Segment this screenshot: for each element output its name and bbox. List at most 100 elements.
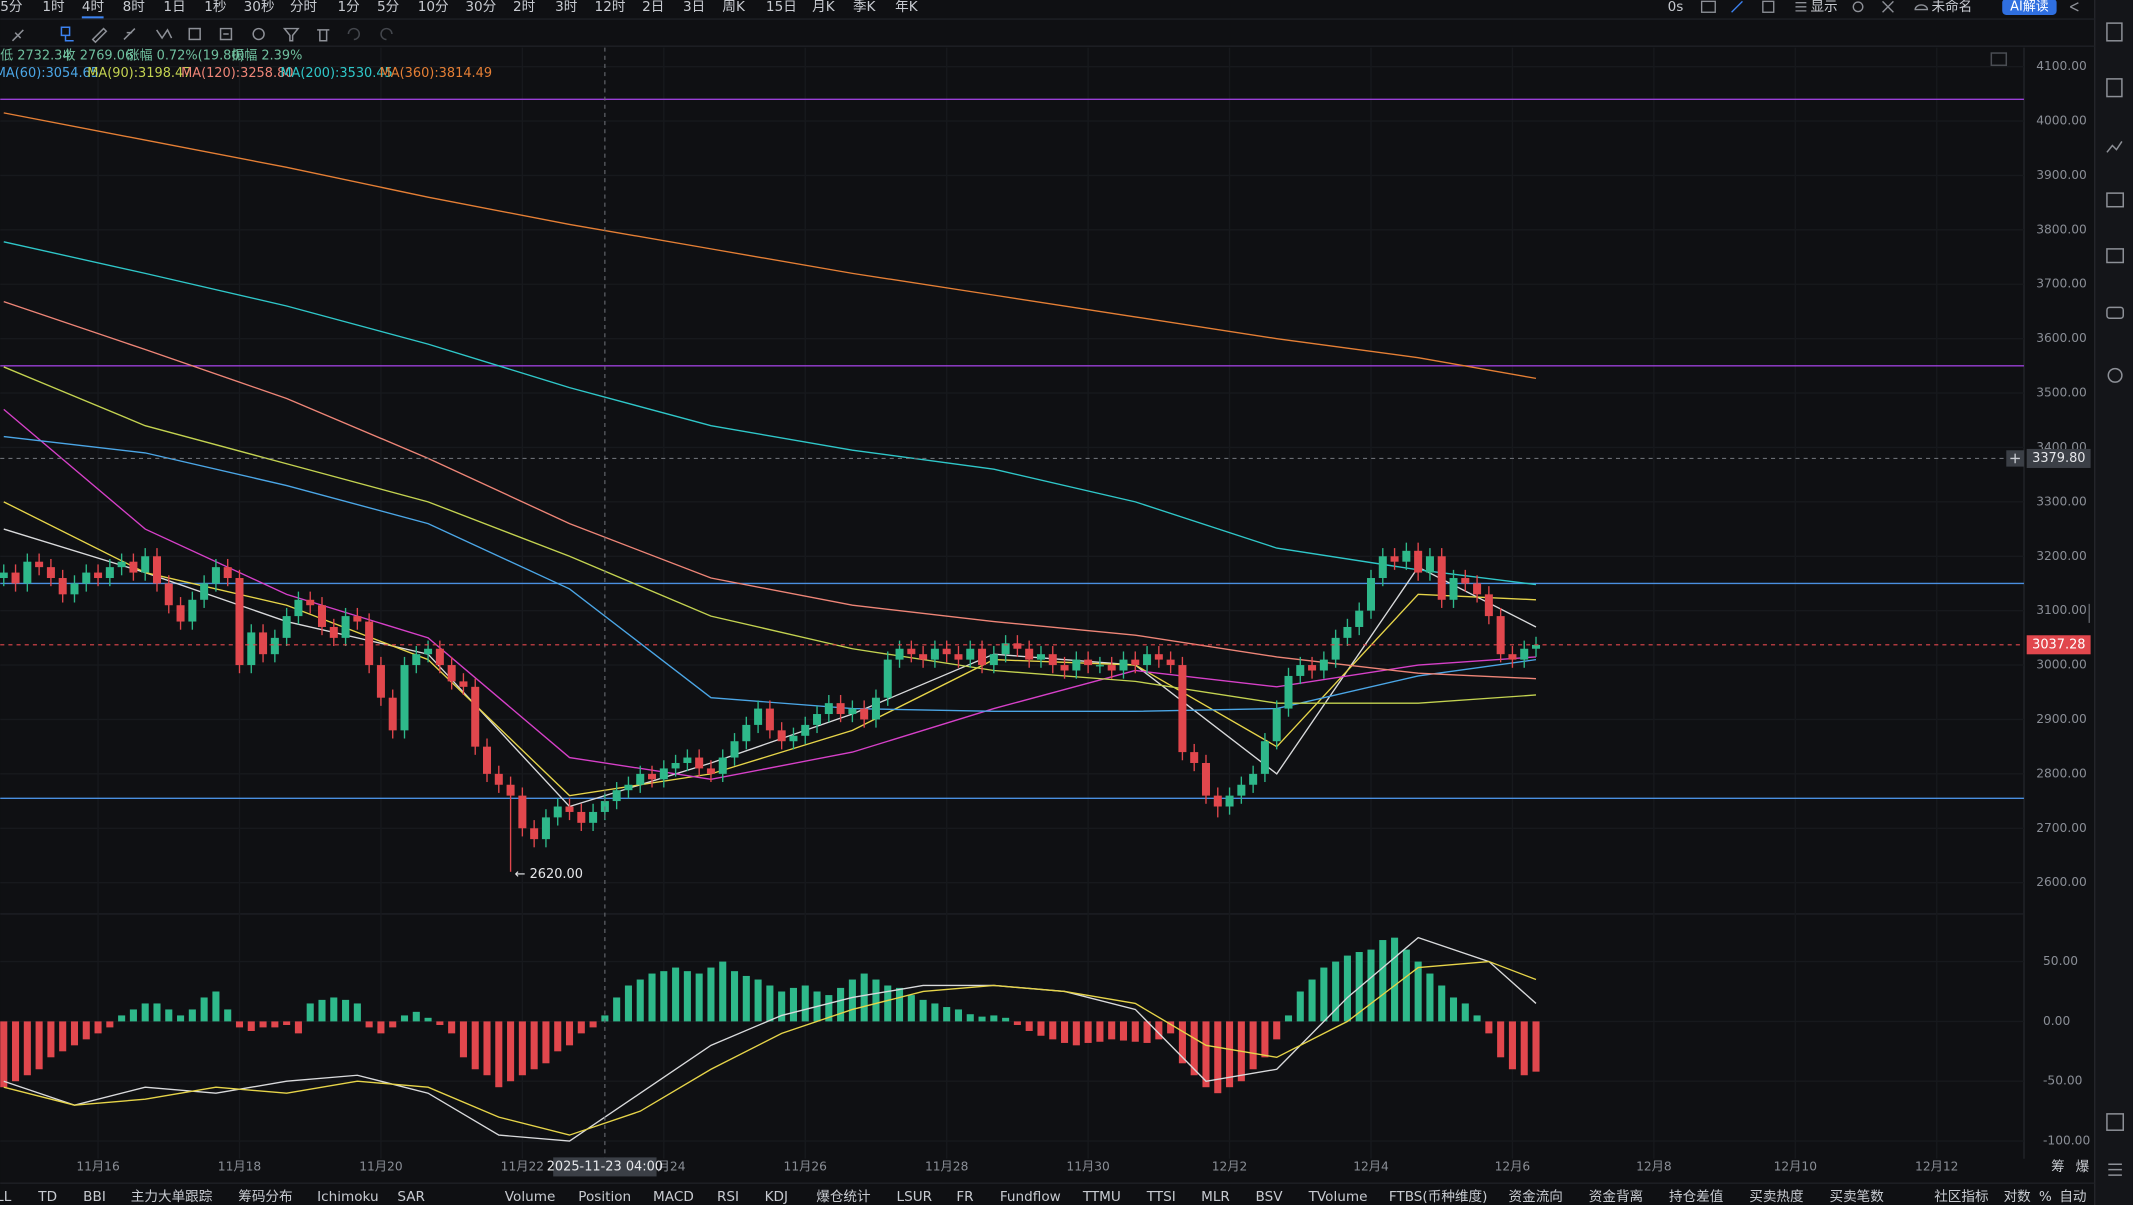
camera-icon[interactable] [1700,0,1716,13]
sidebar-icon[interactable] [2107,367,2123,383]
close-icon[interactable] [1882,0,1894,13]
indicator-tab[interactable]: 买卖热度 [1749,1189,1804,1205]
indicator-tab[interactable]: 资金背离 [1589,1188,1643,1205]
period-button[interactable]: 周K [722,0,746,15]
period-button[interactable]: 10分 [418,0,449,15]
tool-icon[interactable] [282,27,300,42]
indicator-tab[interactable]: Ichimoku [317,1189,379,1205]
macd-bar [1461,1003,1469,1022]
indicator-tab[interactable]: % [2039,1189,2052,1205]
tool-icon[interactable] [60,26,74,42]
indicator-tab[interactable]: 买卖笔数 [1829,1189,1884,1205]
indicator-tab[interactable]: TD [37,1189,57,1205]
period-button[interactable]: 2日 [642,0,664,15]
period-button[interactable]: 3日 [683,0,705,15]
period-button[interactable]: 分时 [290,0,318,15]
indicator-tab[interactable]: TTMU [1082,1189,1121,1205]
macd-bar [330,997,338,1022]
candle-body [1048,654,1057,666]
tool-icon[interactable] [380,27,393,41]
macd-bar [165,1009,173,1022]
share-icon[interactable] [2069,2,2079,12]
period-button[interactable]: 1日 [163,0,185,15]
tool-icon[interactable] [91,27,108,44]
sidebar-icon[interactable] [2106,306,2125,319]
crosshair-y-label: 3379.80 [2032,451,2085,466]
toolbar-right[interactable]: 未命名 [1931,0,1972,15]
tool-icon[interactable] [252,27,265,41]
indicator-tab[interactable]: TVolume [1308,1189,1368,1205]
period-button[interactable]: 年K [895,0,919,15]
sidebar-icon[interactable] [2106,1113,2125,1131]
indicator-tab[interactable]: 筹码分布 [238,1188,292,1205]
indicator-tab[interactable]: Position [578,1189,631,1205]
indicator-tab[interactable]: TTSI [1146,1189,1176,1205]
period-button[interactable]: 30分 [465,0,496,15]
indicator-tab[interactable]: MLR [1201,1189,1230,1205]
period-button[interactable]: 2时 [513,0,536,15]
tool-icon[interactable] [188,27,201,41]
tool-icon[interactable] [156,28,173,40]
indicator-tab[interactable]: Volume [505,1189,556,1205]
indicator-tab[interactable]: KDJ [765,1189,788,1205]
period-button[interactable]: 季K [853,0,877,15]
indicator-tab[interactable]: LSUR [896,1189,932,1205]
period-button[interactable]: 30秒 [244,0,275,15]
indicator-tab[interactable]: RSI [717,1189,739,1205]
indicator-tab[interactable]: LL [0,1189,12,1205]
tool-icon[interactable] [219,27,233,41]
period-button[interactable]: 4时 [82,0,105,15]
period-button[interactable]: 月K [812,0,836,15]
cloud-icon[interactable] [1914,4,1929,11]
indicator-tab[interactable]: BBI [83,1189,106,1205]
toolbar-right[interactable]: 0s [1668,0,1684,15]
tool-icon[interactable] [123,28,136,40]
period-button[interactable]: 12时 [595,0,626,15]
indicator-tab[interactable]: Fundflow [1000,1189,1061,1205]
menu-icon[interactable] [1795,2,1807,12]
legend-entry: MA(90):3198.47 [87,66,191,81]
period-button[interactable]: 15日 [766,0,797,15]
plot [0,47,2024,1159]
indicator-tab[interactable]: 对数 [2004,1189,2032,1205]
period-button[interactable]: 1分 [338,0,361,15]
indicator-tab[interactable]: 自动 [2059,1189,2086,1205]
top-right-icons [1700,0,2079,13]
layout-icon[interactable] [1762,0,1775,13]
indicator-tab[interactable]: MACD [653,1189,694,1205]
indicator-tab[interactable]: FR [956,1189,974,1205]
ai-button-bg[interactable] [2002,0,2057,15]
sidebar-icon[interactable] [2106,22,2123,42]
indicator-tab[interactable]: SAR [397,1189,425,1205]
period-button[interactable]: 8时 [123,0,146,15]
indicator-tab[interactable]: 主力大单跟踪 [131,1189,213,1205]
period-button[interactable]: 5分 [377,0,400,15]
tool-icon[interactable] [317,29,330,42]
ai-button[interactable]: AI解读 [2010,0,2049,14]
sidebar-icon[interactable] [2106,78,2123,98]
indicator-tab[interactable]: 持仓差值 [1669,1189,1724,1205]
x-tick-label: 12月8 [1636,1159,1672,1173]
fullscreen-icon[interactable] [1990,52,2008,67]
period-button[interactable]: 1秒 [204,0,226,15]
indicator-tab[interactable]: 社区指标 [1934,1189,1988,1205]
period-button[interactable]: 3时 [555,0,578,15]
indicator-tab[interactable]: FTBS(币种维度) [1389,1189,1488,1205]
toolbar-right[interactable]: 显示 [1810,0,1837,15]
edit-icon[interactable] [1731,0,1743,13]
candle-body [1166,659,1175,666]
period-button[interactable]: 5分 [0,0,23,15]
indicator-tab[interactable]: 爆仓统计 [816,1189,871,1205]
tool-icon[interactable] [347,27,360,41]
period-button[interactable]: 1时 [42,0,65,15]
sidebar-icon[interactable] [2108,1163,2122,1176]
macd-bar [448,1021,456,1034]
tool-icon[interactable] [11,29,24,42]
indicator-tab[interactable]: BSV [1256,1189,1284,1205]
indicator-tab[interactable]: 资金流向 [1509,1189,1563,1205]
sidebar-icon[interactable] [2106,248,2125,264]
settings-icon[interactable] [1852,1,1864,13]
sidebar-icon[interactable] [2106,141,2123,153]
sidebar-icon[interactable] [2106,192,2125,208]
